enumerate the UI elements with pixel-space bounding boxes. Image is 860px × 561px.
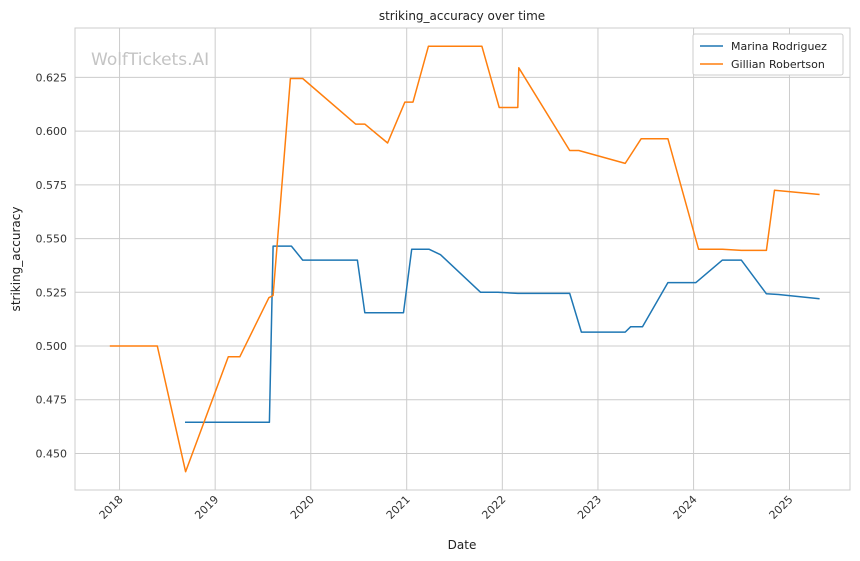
y-tick-label: 0.525 — [36, 286, 68, 299]
series-line-marina-rodriguez — [185, 245, 820, 424]
y-tick-label: 0.450 — [36, 447, 68, 460]
y-axis-title: striking_accuracy — [9, 207, 23, 312]
y-tick-label: 0.600 — [36, 125, 68, 138]
y-tick-label: 0.575 — [36, 179, 68, 192]
legend-box — [692, 33, 844, 76]
legend-label-gillian-robertson: Gillian Robertson — [731, 58, 825, 71]
plot-area — [75, 28, 850, 490]
x-axis-title: Date — [448, 538, 477, 552]
series-line-gillian-robertson — [109, 45, 820, 473]
plot-frame — [74, 27, 851, 491]
watermark: WolfTickets.AI — [91, 50, 209, 70]
y-tick-label: 0.550 — [36, 233, 68, 246]
legend-label-marina-rodriguez: Marina Rodriguez — [731, 40, 827, 53]
y-tick-label: 0.500 — [36, 340, 68, 353]
y-tick-label: 0.625 — [36, 71, 68, 84]
y-tick-label: 0.475 — [36, 394, 68, 407]
series-layer — [109, 45, 820, 473]
y-axis-ticks: 0.450 0.475 0.500 0.525 0.550 0.575 0.600 0.625 — [36, 71, 68, 460]
grid-lines — [75, 28, 850, 490]
legend: Marina Rodriguez Gillian Robertson — [692, 33, 844, 76]
chart-title: striking_accuracy over time — [379, 9, 545, 23]
